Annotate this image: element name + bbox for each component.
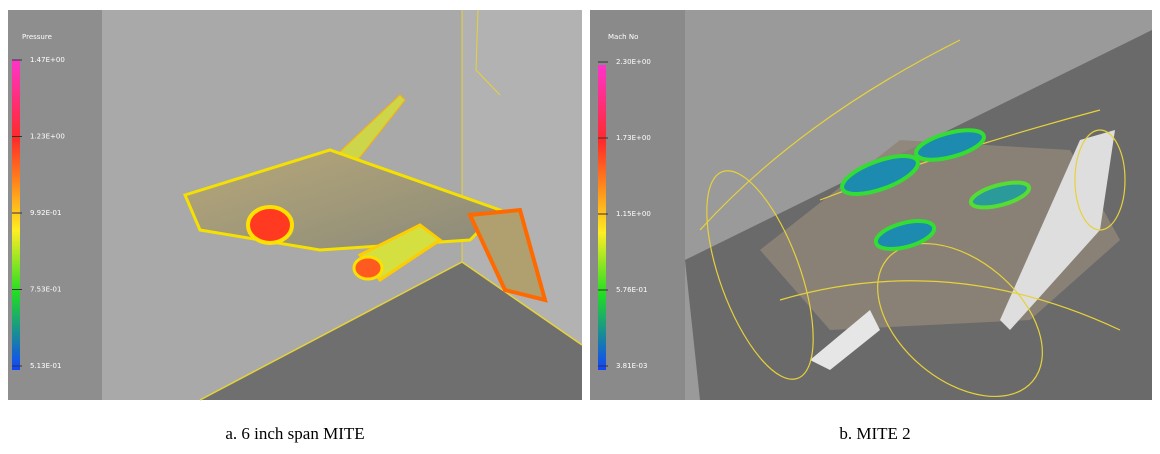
legend-label: 2.30E+00 [616,58,651,66]
legend-label: 1.73E+00 [616,134,651,142]
legend-title: Mach No [608,33,638,41]
figure: Pressure Mach No 1.47E+00 1.23E+00 9.92E-0… [0,0,1160,454]
legend-label: 9.92E-01 [30,209,61,217]
caption: b. MITE 2 [675,424,1075,444]
legend-label: 5.76E-01 [616,286,647,294]
legend-label: 1.23E+00 [30,133,65,141]
legend-label: 1.15E+00 [616,210,651,218]
legend-label: 7.53E-01 [30,286,61,294]
panel-b: Mach No [590,10,1152,420]
panel-a: Pressure [8,10,582,400]
legend-label: 5.13E-01 [30,362,61,370]
legend-title: Pressure [22,33,52,41]
figure-images: Pressure Mach No 1.47E+00 1.23E+00 9.92E-0… [0,0,1160,420]
caption: a. 6 inch span MITE [95,424,495,444]
legend-label: 3.81E-03 [616,362,647,370]
legend-label: 1.47E+00 [30,56,65,64]
